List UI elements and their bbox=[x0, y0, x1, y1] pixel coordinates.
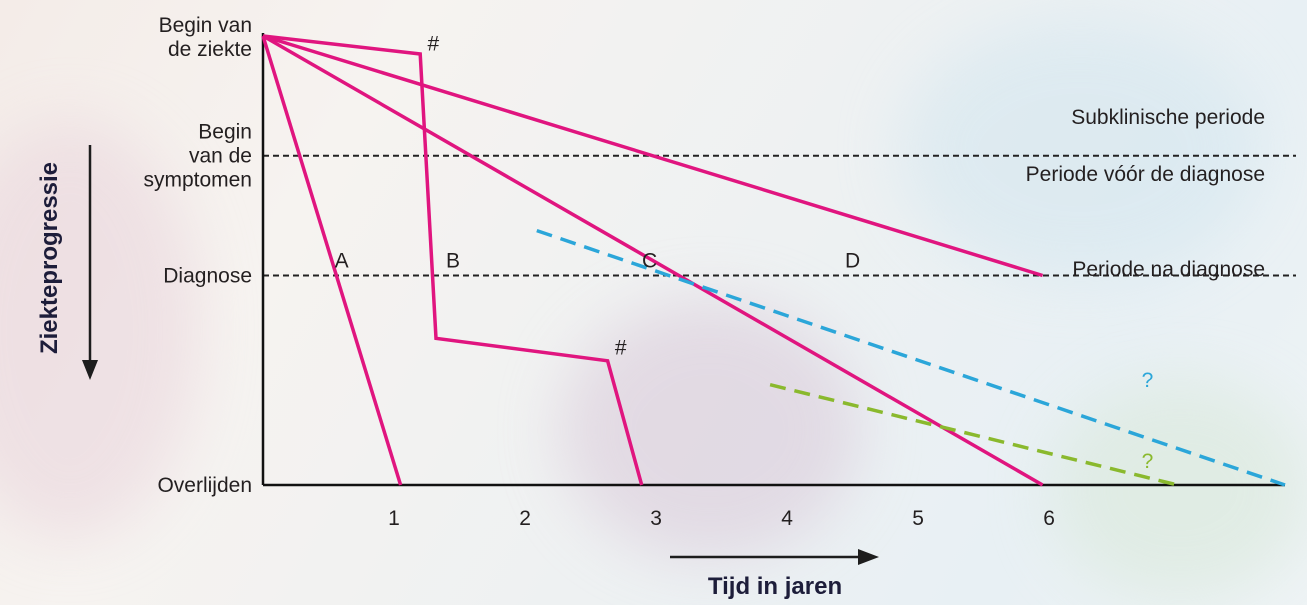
x-axis-arrow bbox=[670, 549, 879, 565]
projection-line-5 bbox=[769, 383, 1179, 487]
x-tick-label: 5 bbox=[912, 507, 924, 530]
question-annotation: ? bbox=[1142, 369, 1154, 392]
y-tick-label: Overlijden bbox=[157, 474, 252, 497]
series-line-a bbox=[261, 35, 403, 486]
x-tick-label: 3 bbox=[650, 507, 662, 530]
region-label-periode-v-r-de-diagnose: Periode vóór de diagnose bbox=[1026, 163, 1265, 186]
x-tick-label: 4 bbox=[781, 507, 793, 530]
x-tick-label: 6 bbox=[1043, 507, 1055, 530]
y-tick-label: Diagnose bbox=[163, 264, 252, 287]
annotation-b: B bbox=[446, 250, 460, 273]
annotation-a: A bbox=[335, 250, 349, 273]
annotation-c: C bbox=[642, 250, 657, 273]
x-tick-label: 2 bbox=[519, 507, 531, 530]
region-label-periode-na-diagnose: Periode na diagnose bbox=[1072, 258, 1265, 281]
hash-annotation: # bbox=[427, 32, 439, 55]
annotation-d: D bbox=[845, 250, 860, 273]
question-annotation: ? bbox=[1142, 450, 1154, 473]
y-axis-title: Ziekteprogressie bbox=[36, 162, 63, 354]
x-tick-label: 1 bbox=[388, 507, 400, 530]
y-tick-label: symptomen bbox=[143, 169, 252, 192]
series-line-b bbox=[262, 34, 644, 486]
region-label-subklinische-periode: Subklinische periode bbox=[1071, 106, 1265, 129]
series-line-c bbox=[262, 34, 1044, 487]
x-axis-title: Tijd in jaren bbox=[708, 573, 842, 600]
y-tick-label: de ziekte bbox=[168, 38, 252, 61]
projection-line-4 bbox=[536, 228, 1286, 487]
series-line-d bbox=[262, 34, 1044, 278]
y-tick-label: van de bbox=[189, 145, 252, 168]
hash-annotation: # bbox=[615, 336, 627, 359]
y-tick-label: Begin bbox=[198, 121, 252, 144]
y-axis-arrow bbox=[82, 145, 98, 380]
y-tick-label: Begin van bbox=[159, 14, 252, 37]
